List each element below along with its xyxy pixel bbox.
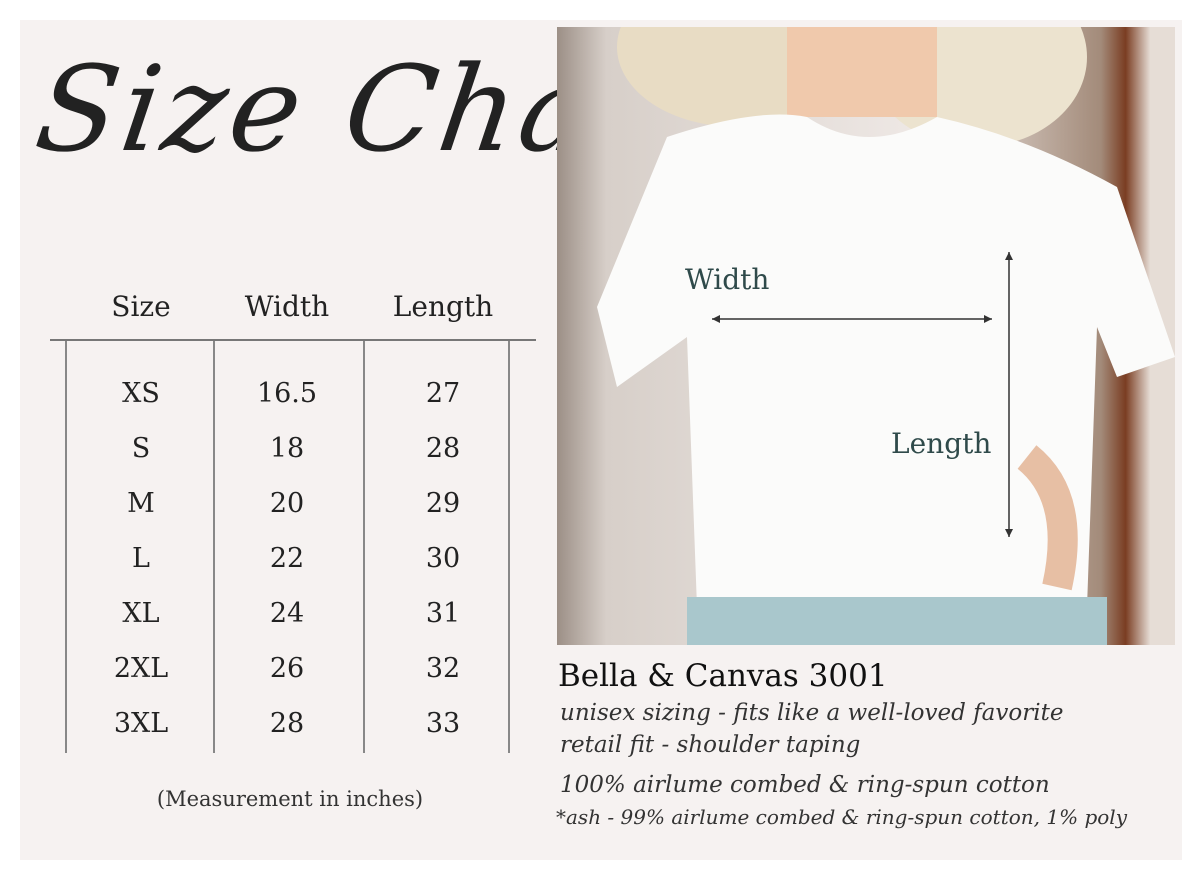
tshirt-illustration xyxy=(597,27,1175,645)
size-cell: L xyxy=(132,543,150,574)
width-cell: 28 xyxy=(269,708,305,739)
header-length: Length xyxy=(392,290,494,323)
width-cell: 22 xyxy=(269,543,305,574)
column-divider xyxy=(65,341,67,753)
product-material: 100% airlume combed & ring-spun cotton xyxy=(560,772,1050,798)
product-features: retail fit - shoulder taping xyxy=(560,732,861,758)
width-cell: 18 xyxy=(269,433,305,464)
length-cell: 27 xyxy=(425,378,461,409)
size-cell: 3XL xyxy=(113,708,169,739)
header-size: Size xyxy=(111,290,171,323)
width-cell: 20 xyxy=(269,488,305,519)
size-cell: XS xyxy=(122,378,160,409)
measurement-note: (Measurement in inches) xyxy=(156,787,424,811)
length-cell: 33 xyxy=(425,708,461,739)
length-cell: 31 xyxy=(425,598,461,629)
size-cell: S xyxy=(131,433,151,464)
header-divider xyxy=(50,339,536,341)
column-divider xyxy=(508,341,510,753)
width-cell: 26 xyxy=(269,653,305,684)
size-cell: M xyxy=(127,488,155,519)
size-cell: XL xyxy=(122,598,160,629)
product-ash-material: *ash - 99% airlume combed & ring-spun co… xyxy=(556,805,1127,829)
column-divider xyxy=(363,341,365,753)
width-label: Width xyxy=(685,263,770,296)
product-photo: Width Length xyxy=(557,27,1175,645)
width-cell: 24 xyxy=(269,598,305,629)
length-cell: 29 xyxy=(425,488,461,519)
product-fit: unisex sizing - fits like a well-loved f… xyxy=(560,700,1064,726)
width-cell: 16.5 xyxy=(256,378,318,409)
size-cell: 2XL xyxy=(113,653,169,684)
length-cell: 28 xyxy=(425,433,461,464)
length-cell: 32 xyxy=(425,653,461,684)
length-label: Length xyxy=(891,427,992,460)
header-width: Width xyxy=(244,290,330,323)
length-cell: 30 xyxy=(425,543,461,574)
product-name: Bella & Canvas 3001 xyxy=(558,658,888,694)
column-divider xyxy=(213,341,215,753)
